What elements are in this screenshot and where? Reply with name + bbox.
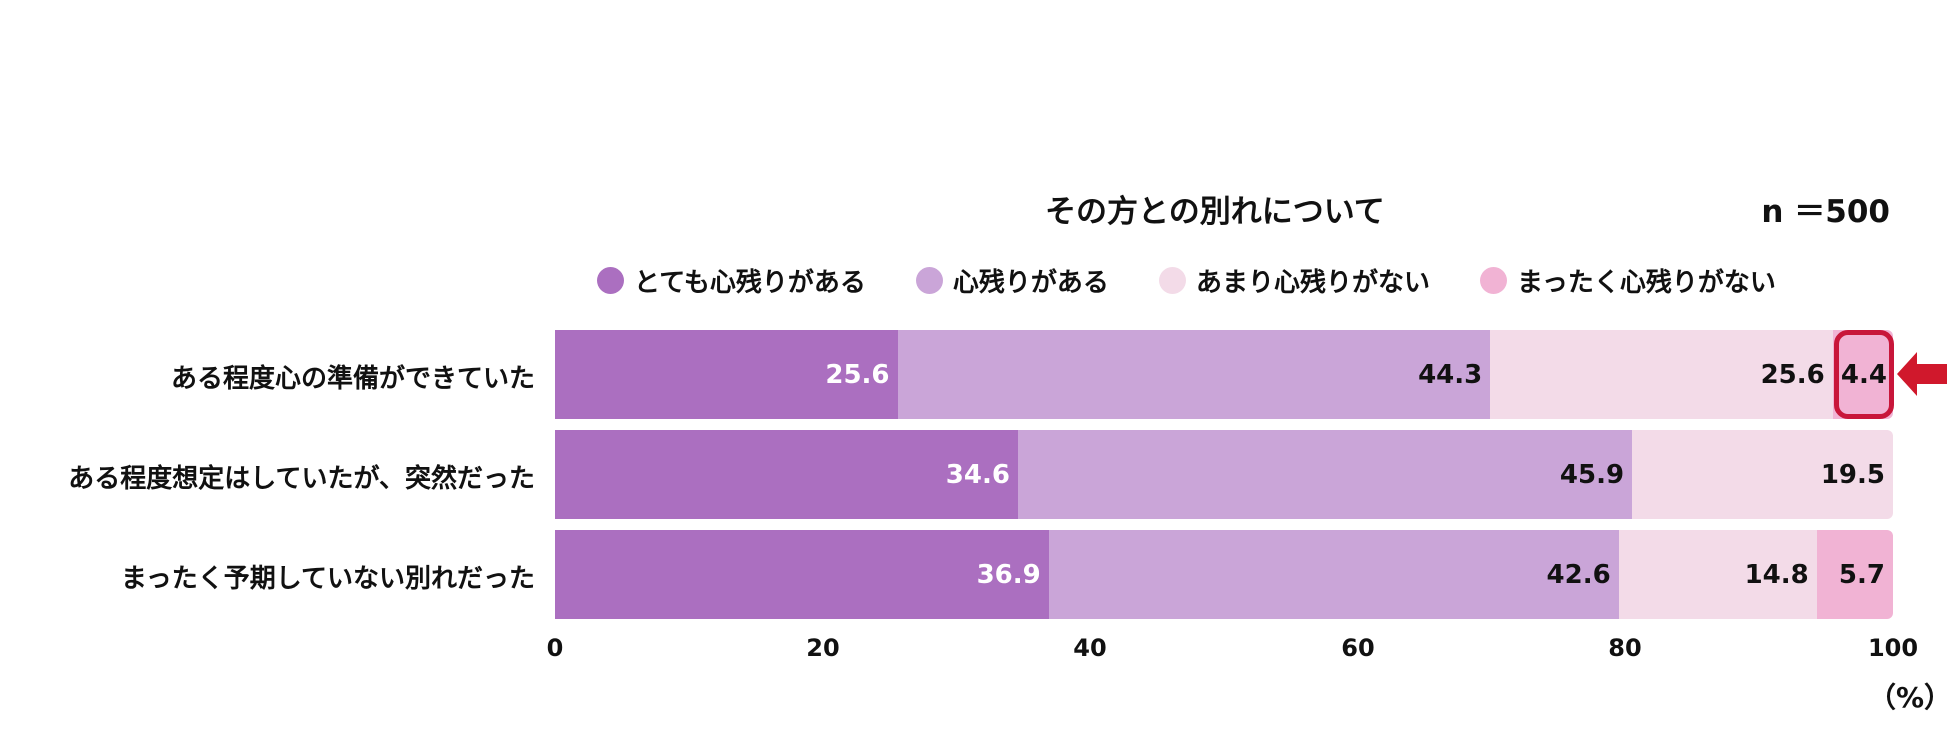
axis-tick: 60 [1341, 634, 1375, 662]
chart-title: その方との別れについて [1045, 194, 1385, 230]
bar-segment: 25.6 [1490, 330, 1833, 419]
legend-label: まったく心残りがない [1516, 268, 1776, 298]
bar-segment: 5.7 [1816, 530, 1893, 619]
legend-swatch-icon [597, 267, 624, 294]
bar-row: 34.6 45.9 19.5 [555, 430, 1893, 519]
axis-tick: 100 [1867, 634, 1919, 662]
bar-row: 36.9 42.6 14.8 5.7 [555, 530, 1893, 619]
bar-segment: 36.9 [555, 530, 1049, 619]
axis-unit-label: （%） [1868, 681, 1950, 714]
legend-item-not-much: あまり心残りがない [1158, 262, 1430, 299]
legend-item-some: 心残りがある [915, 262, 1109, 299]
bar-segment: 19.5 [1632, 430, 1893, 519]
axis-tick: 0 [546, 634, 564, 662]
row-label: まったく予期していない別れだった [120, 564, 535, 594]
legend: とても心残りがある 心残りがある あまり心残りがない まったく心残りがない [597, 262, 1826, 299]
legend-swatch-icon [1479, 267, 1507, 294]
legend-swatch-icon [915, 267, 943, 294]
highlight-box [1834, 330, 1894, 419]
arrow-left-icon [1897, 352, 1947, 396]
axis-tick: 40 [1073, 634, 1107, 662]
bar-segment: 34.6 [555, 430, 1018, 519]
bar-segment: 14.8 [1618, 530, 1817, 619]
bar-segment: 4.4 [1832, 330, 1893, 419]
bar-segment: 44.3 [897, 330, 1491, 419]
axis-tick: 20 [806, 634, 840, 662]
axis-tick: 80 [1608, 634, 1642, 662]
stacked-bar-chart: 25.6 44.3 25.6 4.4 34.6 45.9 19.5 36.9 4… [555, 330, 1893, 620]
row-label: ある程度心の準備ができていた [170, 364, 535, 394]
bar-segment: 42.6 [1048, 530, 1619, 619]
legend-item-very-much: とても心残りがある [597, 262, 866, 299]
row-label: ある程度想定はしていたが、突然だった [68, 464, 535, 494]
bar-segment: 25.6 [555, 330, 898, 419]
legend-label: とても心残りがある [634, 268, 866, 298]
bar-segment: 45.9 [1017, 430, 1633, 519]
legend-swatch-icon [1158, 267, 1186, 294]
legend-label: あまり心残りがない [1195, 268, 1430, 298]
sample-size-label: n ＝500 [1761, 194, 1890, 230]
bar-row: 25.6 44.3 25.6 4.4 [555, 330, 1893, 419]
legend-item-none: まったく心残りがない [1479, 262, 1776, 299]
legend-label: 心残りがある [952, 268, 1109, 298]
